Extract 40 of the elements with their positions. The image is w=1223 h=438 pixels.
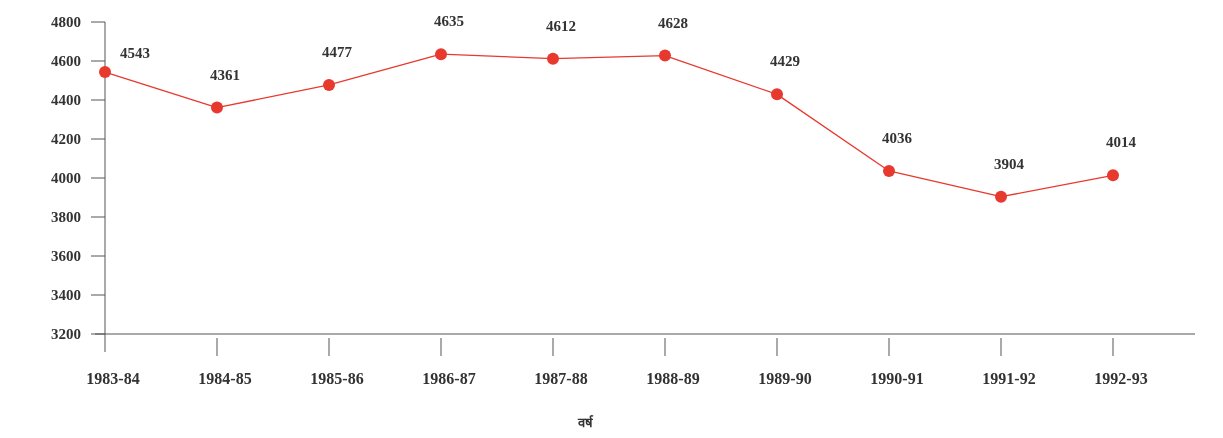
data-label: 4014 [1106,134,1137,151]
y-tick-label: 3600 [51,248,81,264]
point [883,164,895,177]
point [659,49,671,62]
point [99,66,111,79]
data-label: 3904 [994,155,1025,172]
data-label: 4628 [658,14,688,31]
point [435,48,447,61]
x-tick-label: 1990-91 [870,370,924,387]
y-tick-label: 3800 [51,209,81,225]
x-tick-label: 1985-86 [310,370,364,387]
x-tick-label: 1992-93 [1094,370,1148,387]
x-axis-title: वर्ष [576,415,594,430]
data-label: 4429 [770,53,800,70]
point [547,52,559,65]
point [1107,169,1119,182]
data-label: 4612 [546,17,576,34]
y-tick-label: 4400 [51,92,81,108]
x-tick-label: 1989-90 [758,370,812,387]
data-label: 4543 [120,45,150,62]
point [323,78,335,91]
y-tick-label: 4200 [51,131,81,147]
point [771,88,783,101]
y-tick-label: 4000 [51,170,81,186]
y-tick-label: 3400 [51,287,81,303]
y-tick-label: 4800 [51,14,81,30]
y-tick-label: 4600 [51,53,81,69]
point [995,190,1007,203]
x-tick-label: 1988-89 [646,370,700,387]
x-tick-label: 1984-85 [198,370,252,387]
data-label: 4477 [322,43,353,60]
y-tick-label: 3200 [51,326,81,342]
x-tick-label: 1987-88 [534,370,588,387]
point [211,101,223,114]
x-tick-label: 1991-92 [982,370,1036,387]
x-tick-label: 1986-87 [422,370,476,387]
data-label: 4036 [882,129,913,146]
data-label: 4361 [210,66,240,83]
x-tick-label: 1983-84 [86,370,140,387]
data-label: 4635 [434,13,464,30]
